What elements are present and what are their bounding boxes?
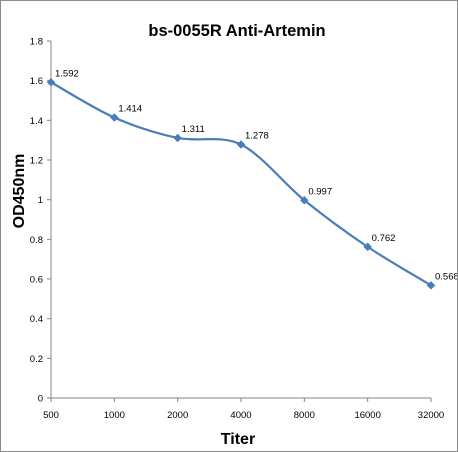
y-tick-label: 1.4 [30, 116, 43, 127]
y-tick-label: 0 [38, 394, 43, 405]
y-tick-label: 0.8 [30, 235, 43, 246]
data-point-marker [363, 242, 373, 252]
x-tick-label: 16000 [354, 410, 380, 421]
data-point-marker [426, 280, 436, 290]
x-tick-label: 1000 [104, 410, 125, 421]
x-tick-label: 8000 [294, 410, 315, 421]
x-tick-label: 4000 [230, 410, 251, 421]
data-label: 1.311 [182, 124, 205, 135]
y-tick-label: 0.2 [30, 354, 43, 365]
x-tick-label: 32000 [418, 410, 444, 421]
y-tick-label: 0.6 [30, 275, 43, 286]
series-group: 1.592 1.414 1.311 1.278 0.997 0.762 0.568 [46, 68, 457, 290]
x-axis-title: Titer [221, 431, 255, 448]
x-axis-ticks: 500 1000 2000 4000 8000 16000 32000 [43, 398, 444, 421]
x-tick-label: 2000 [167, 410, 188, 421]
y-axis-ticks: 0 0.2 0.4 0.6 0.8 1 1.2 1.4 1.6 1.8 [30, 37, 51, 405]
data-point-marker [46, 77, 56, 87]
y-axis-title: OD450nm [11, 154, 28, 229]
data-point-marker [236, 140, 246, 149]
y-tick-label: 1.6 [30, 76, 43, 87]
data-label: 0.997 [308, 186, 332, 197]
data-point-marker [173, 133, 183, 143]
data-point-marker [109, 113, 119, 122]
y-tick-label: 1.8 [30, 37, 43, 48]
data-label: 0.762 [372, 233, 396, 244]
chart-title: bs-0055R Anti-Artemin [148, 22, 325, 40]
data-label: 1.278 [245, 131, 269, 142]
data-point-marker [299, 195, 309, 205]
y-tick-label: 0.4 [30, 314, 43, 325]
data-label: 0.568 [435, 271, 457, 282]
data-label: 1.414 [118, 104, 142, 115]
y-tick-label: 1.2 [30, 156, 43, 167]
series-line [50, 81, 432, 287]
y-tick-label: 1 [38, 195, 43, 206]
x-tick-label: 500 [43, 410, 59, 421]
data-label: 1.592 [55, 68, 79, 79]
